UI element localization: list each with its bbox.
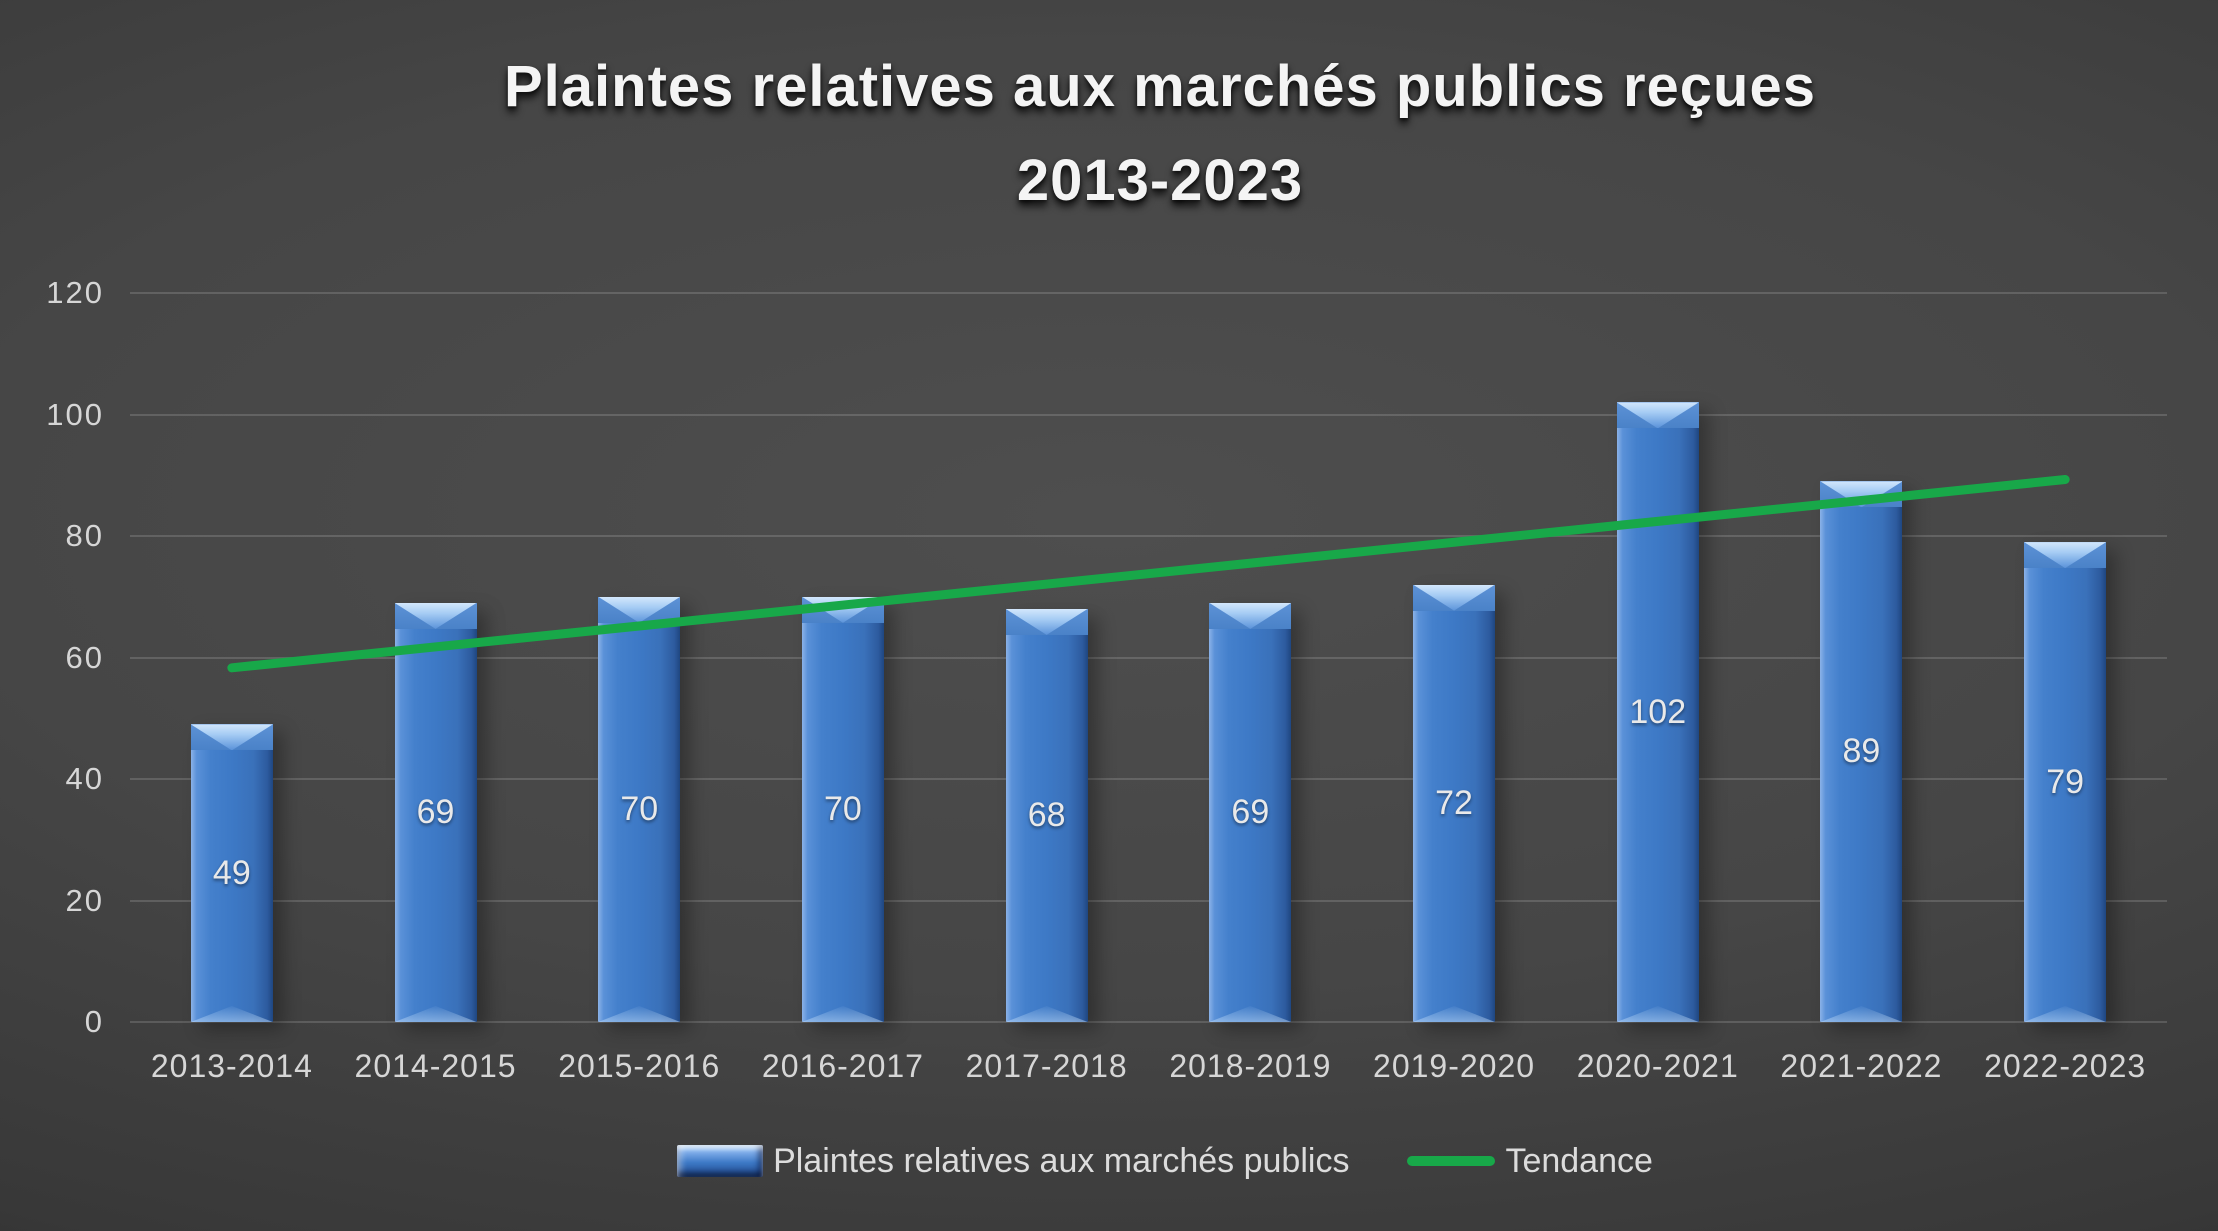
bar-data-label: 89 — [1842, 732, 1881, 771]
plot-area: 49 69 70 70 68 69 72 102 89 79 — [130, 292, 2167, 1023]
bar-bottom-bevel — [190, 1006, 273, 1022]
bar-top-bevel — [394, 602, 477, 629]
bar-bottom-bevel — [801, 1006, 884, 1022]
x-tick-label-2014-2015: 2014-2015 — [354, 1048, 517, 1084]
y-tick-label-120: 120 — [46, 275, 104, 310]
bar-top-bevel — [801, 596, 884, 623]
x-tick-label-2022-2023: 2022-2023 — [1984, 1048, 2147, 1084]
bar-data-label: 68 — [1027, 795, 1066, 834]
gridline-100 — [130, 413, 2167, 416]
bar-bottom-bevel — [2024, 1006, 2107, 1022]
bar-data-label: 69 — [1231, 792, 1270, 831]
bar-top-bevel — [598, 596, 681, 623]
bar-data-label: 102 — [1629, 692, 1687, 731]
y-tick-label-40: 40 — [65, 761, 104, 796]
x-tick-label-2016-2017: 2016-2017 — [761, 1048, 924, 1084]
bar-2015-2016[interactable]: 70 — [598, 596, 681, 1022]
y-axis: 0 20 40 60 80 100 120 — [0, 0, 112, 1231]
y-tick-label-100: 100 — [46, 396, 104, 432]
x-tick-label-2021-2022: 2021-2022 — [1780, 1048, 1943, 1084]
y-tick-label-80: 80 — [65, 518, 104, 553]
legend-bar-swatch-icon — [677, 1145, 764, 1177]
bar-data-label: 79 — [2046, 762, 2085, 801]
trendline[interactable] — [227, 475, 2070, 673]
bar-2021-2022[interactable]: 89 — [1820, 481, 1903, 1022]
bar-2019-2020[interactable]: 72 — [1413, 584, 1496, 1022]
y-tick-label-0: 0 — [84, 1004, 104, 1039]
bar-2014-2015[interactable]: 69 — [394, 602, 477, 1022]
x-tick-label-2020-2021: 2020-2021 — [1576, 1048, 1739, 1084]
bar-top-bevel — [190, 724, 273, 751]
x-tick-label-2013-2014: 2013-2014 — [150, 1048, 313, 1084]
bar-data-label: 49 — [212, 853, 251, 892]
bar-data-label: 70 — [620, 789, 659, 828]
x-tick-label-2018-2019: 2018-2019 — [1169, 1048, 1332, 1084]
x-tick-label-2019-2020: 2019-2020 — [1373, 1048, 1536, 1084]
legend-item-trend[interactable]: Tendance — [1407, 1141, 1653, 1181]
legend-label: Plaintes relatives aux marchés publics — [773, 1141, 1350, 1180]
bar-2016-2017[interactable]: 70 — [801, 596, 884, 1022]
bar-top-bevel — [1005, 608, 1088, 635]
bar-bottom-bevel — [598, 1006, 681, 1022]
chart-title[interactable]: Plaintes relatives aux marchés publics r… — [112, 40, 2208, 228]
legend-label: Tendance — [1505, 1141, 1653, 1180]
x-tick-label-2017-2018: 2017-2018 — [965, 1048, 1128, 1084]
legend-item-series[interactable]: Plaintes relatives aux marchés publics — [677, 1142, 1349, 1181]
bar-bottom-bevel — [1005, 1006, 1088, 1022]
bar-data-label: 72 — [1435, 783, 1473, 822]
x-tick-label-2015-2016: 2015-2016 — [558, 1048, 721, 1084]
x-axis: 2013-2014 2014-2015 2015-2016 2016-2017 2017… — [130, 1048, 2167, 1108]
bar-bottom-bevel — [1616, 1006, 1699, 1022]
bar-2018-2019[interactable]: 69 — [1209, 602, 1292, 1022]
chart-title-line-1: Plaintes relatives aux marchés publics r… — [504, 54, 1816, 119]
bar-bottom-bevel — [1413, 1006, 1496, 1022]
y-tick-label-20: 20 — [65, 882, 104, 918]
legend-line-swatch-icon — [1407, 1156, 1496, 1166]
bar-2013-2014[interactable]: 49 — [190, 724, 273, 1022]
y-tick-label-60: 60 — [65, 639, 104, 675]
bar-2017-2018[interactable]: 68 — [1005, 608, 1088, 1022]
bar-bottom-bevel — [394, 1006, 477, 1022]
bar-bottom-bevel — [1209, 1006, 1292, 1022]
chart-title-line-2: 2013-2023 — [1016, 148, 1304, 213]
bar-2020-2021[interactable]: 102 — [1616, 402, 1699, 1022]
bar-top-bevel — [1209, 602, 1292, 629]
gridline-120 — [130, 292, 2167, 294]
bar-top-bevel — [2024, 542, 2107, 569]
bar-top-bevel — [1820, 481, 1903, 508]
chart-legend: Plaintes relatives aux marchés publics Te… — [112, 1126, 2218, 1196]
bar-data-label: 69 — [416, 792, 455, 831]
bar-data-label: 70 — [824, 789, 862, 828]
bar-2022-2023[interactable]: 79 — [2024, 542, 2107, 1022]
bar-top-bevel — [1413, 584, 1496, 611]
gridline-20 — [130, 899, 2167, 902]
bar-top-bevel — [1616, 402, 1699, 429]
bar-bottom-bevel — [1820, 1006, 1903, 1022]
gridline-0 — [130, 1021, 2167, 1023]
gridline-40 — [130, 778, 2167, 780]
